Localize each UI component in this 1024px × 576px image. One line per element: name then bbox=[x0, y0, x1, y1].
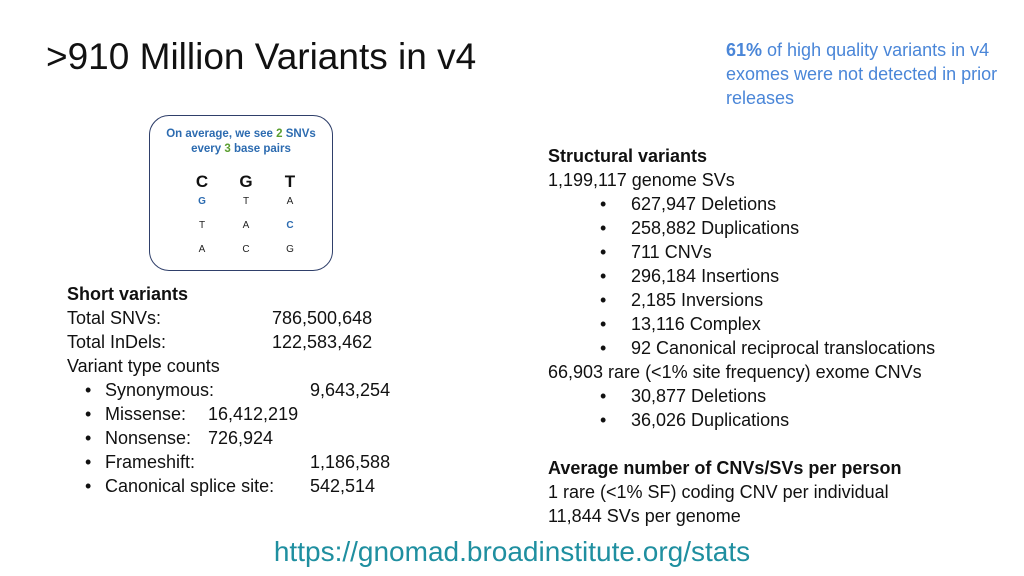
dna-base: T bbox=[284, 172, 296, 191]
variant-type-counts-label: Variant type counts bbox=[67, 356, 220, 376]
short-variants-section: Short variants Total SNVs: 786,500,648 T… bbox=[67, 282, 390, 498]
callout-highlight: 61% bbox=[726, 40, 763, 60]
type-label: Synonymous: bbox=[105, 380, 215, 400]
type-nonsense: Nonsense: 726,924 bbox=[67, 426, 274, 450]
row-value: 122,583,462 bbox=[272, 332, 373, 352]
structural-variants-heading: Structural variants bbox=[548, 146, 708, 166]
dna-base: G bbox=[239, 172, 253, 191]
type-value: 726,924 bbox=[208, 428, 274, 448]
dna-variant: A bbox=[242, 220, 250, 231]
dna-variant: G bbox=[198, 196, 206, 207]
dna-variant: A bbox=[198, 244, 206, 255]
type-value: 16,412,219 bbox=[208, 404, 299, 424]
type-missense: Missense: 16,412,219 bbox=[67, 402, 298, 426]
average-line: 11,844 SVs per genome bbox=[548, 506, 741, 526]
dna-variant: C bbox=[242, 244, 250, 255]
short-variants-heading: Short variants bbox=[67, 284, 189, 304]
callout-text: 61% of high quality variants in v4 exome… bbox=[726, 38, 1006, 110]
type-canonical-splice-site: Canonical splice site: 542,514 bbox=[67, 474, 375, 498]
dna-variant: A bbox=[286, 196, 294, 207]
dna-column-1: C G T A bbox=[187, 170, 217, 266]
type-label: Canonical splice site: bbox=[105, 476, 275, 496]
spacer bbox=[548, 432, 935, 456]
dna-column-2: G T A C bbox=[231, 170, 261, 266]
callout-body: of high quality variants in v4 exomes we… bbox=[726, 40, 998, 108]
slide-title: >910 Million Variants in v4 bbox=[46, 36, 477, 77]
exome-cnv-item: 36,026 Duplications bbox=[548, 408, 935, 432]
type-value: 542,514 bbox=[310, 476, 376, 496]
type-label: Nonsense: bbox=[105, 428, 192, 448]
genome-sv-item: 258,882 Duplications bbox=[548, 216, 935, 240]
type-value: 1,186,588 bbox=[310, 452, 391, 472]
total-snvs-row: Total SNVs: 786,500,648 bbox=[67, 306, 372, 330]
exome-cnvs-line: 66,903 rare (<1% site frequency) exome C… bbox=[548, 362, 922, 382]
genome-sv-item: 296,184 Insertions bbox=[548, 264, 935, 288]
dna-variant: C bbox=[286, 220, 294, 231]
caption-number-snvs: 2 bbox=[276, 128, 283, 140]
dna-variant: G bbox=[286, 244, 294, 255]
dna-caption: On average, we see 2 SNVs every 3 base p… bbox=[166, 128, 316, 155]
genome-svs-line: 1,199,117 genome SVs bbox=[548, 170, 735, 190]
genome-sv-item: 92 Canonical reciprocal translocations bbox=[548, 336, 935, 360]
average-line: 1 rare (<1% SF) coding CNV per individua… bbox=[548, 482, 889, 502]
stats-link[interactable]: https://gnomad.broadinstitute.org/stats bbox=[273, 536, 751, 567]
total-indels-row: Total InDels: 122,583,462 bbox=[67, 330, 372, 354]
caption-number-bp: 3 bbox=[224, 143, 231, 155]
row-value: 786,500,648 bbox=[272, 308, 373, 328]
row-label: Total SNVs: bbox=[67, 308, 162, 328]
dna-illustration: On average, we see 2 SNVs every 3 base p… bbox=[149, 115, 333, 271]
exome-cnv-item: 30,877 Deletions bbox=[548, 384, 935, 408]
average-heading: Average number of CNVs/SVs per person bbox=[548, 458, 902, 478]
type-synonymous: Synonymous: 9,643,254 bbox=[67, 378, 390, 402]
type-value: 9,643,254 bbox=[310, 380, 391, 400]
genome-sv-item: 2,185 Inversions bbox=[548, 288, 935, 312]
genome-sv-item: 711 CNVs bbox=[548, 240, 935, 264]
dna-variant: T bbox=[242, 196, 250, 207]
type-label: Frameshift: bbox=[105, 452, 196, 472]
genome-sv-item: 627,947 Deletions bbox=[548, 192, 935, 216]
type-label: Missense: bbox=[105, 404, 187, 424]
genome-sv-item: 13,116 Complex bbox=[548, 312, 935, 336]
type-frameshift: Frameshift: 1,186,588 bbox=[67, 450, 390, 474]
dna-base: C bbox=[195, 172, 209, 191]
row-label: Total InDels: bbox=[67, 332, 167, 352]
dna-column-3: T A C G bbox=[275, 170, 305, 266]
dna-variant: T bbox=[198, 220, 206, 231]
structural-variants-section: Structural variants 1,199,117 genome SVs… bbox=[548, 144, 935, 528]
